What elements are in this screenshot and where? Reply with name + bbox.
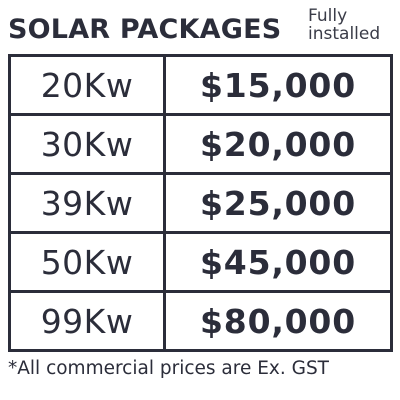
header: SOLAR PACKAGES Fully installed [8, 4, 392, 54]
price-table: 20Kw $15,000 30Kw $20,000 39Kw $25,000 5… [8, 54, 393, 352]
table-row: 99Kw $80,000 [8, 290, 393, 352]
subtitle-line-2: installed [308, 24, 381, 44]
package-size: 30Kw [8, 113, 166, 175]
table-row: 39Kw $25,000 [8, 172, 393, 234]
package-price: $45,000 [163, 231, 393, 293]
package-size: 20Kw [8, 54, 166, 116]
package-price: $80,000 [163, 290, 393, 352]
page-title: SOLAR PACKAGES [8, 14, 282, 45]
table-row: 50Kw $45,000 [8, 231, 393, 293]
package-size: 50Kw [8, 231, 166, 293]
table-row: 20Kw $15,000 [8, 54, 393, 116]
package-size: 39Kw [8, 172, 166, 234]
package-price: $25,000 [163, 172, 393, 234]
table-row: 30Kw $20,000 [8, 113, 393, 175]
footnote: *All commercial prices are Ex. GST [8, 358, 329, 379]
package-size: 99Kw [8, 290, 166, 352]
subtitle: Fully installed [308, 7, 380, 43]
package-price: $20,000 [163, 113, 393, 175]
subtitle-line-1: Fully [308, 6, 348, 26]
package-price: $15,000 [163, 54, 393, 116]
